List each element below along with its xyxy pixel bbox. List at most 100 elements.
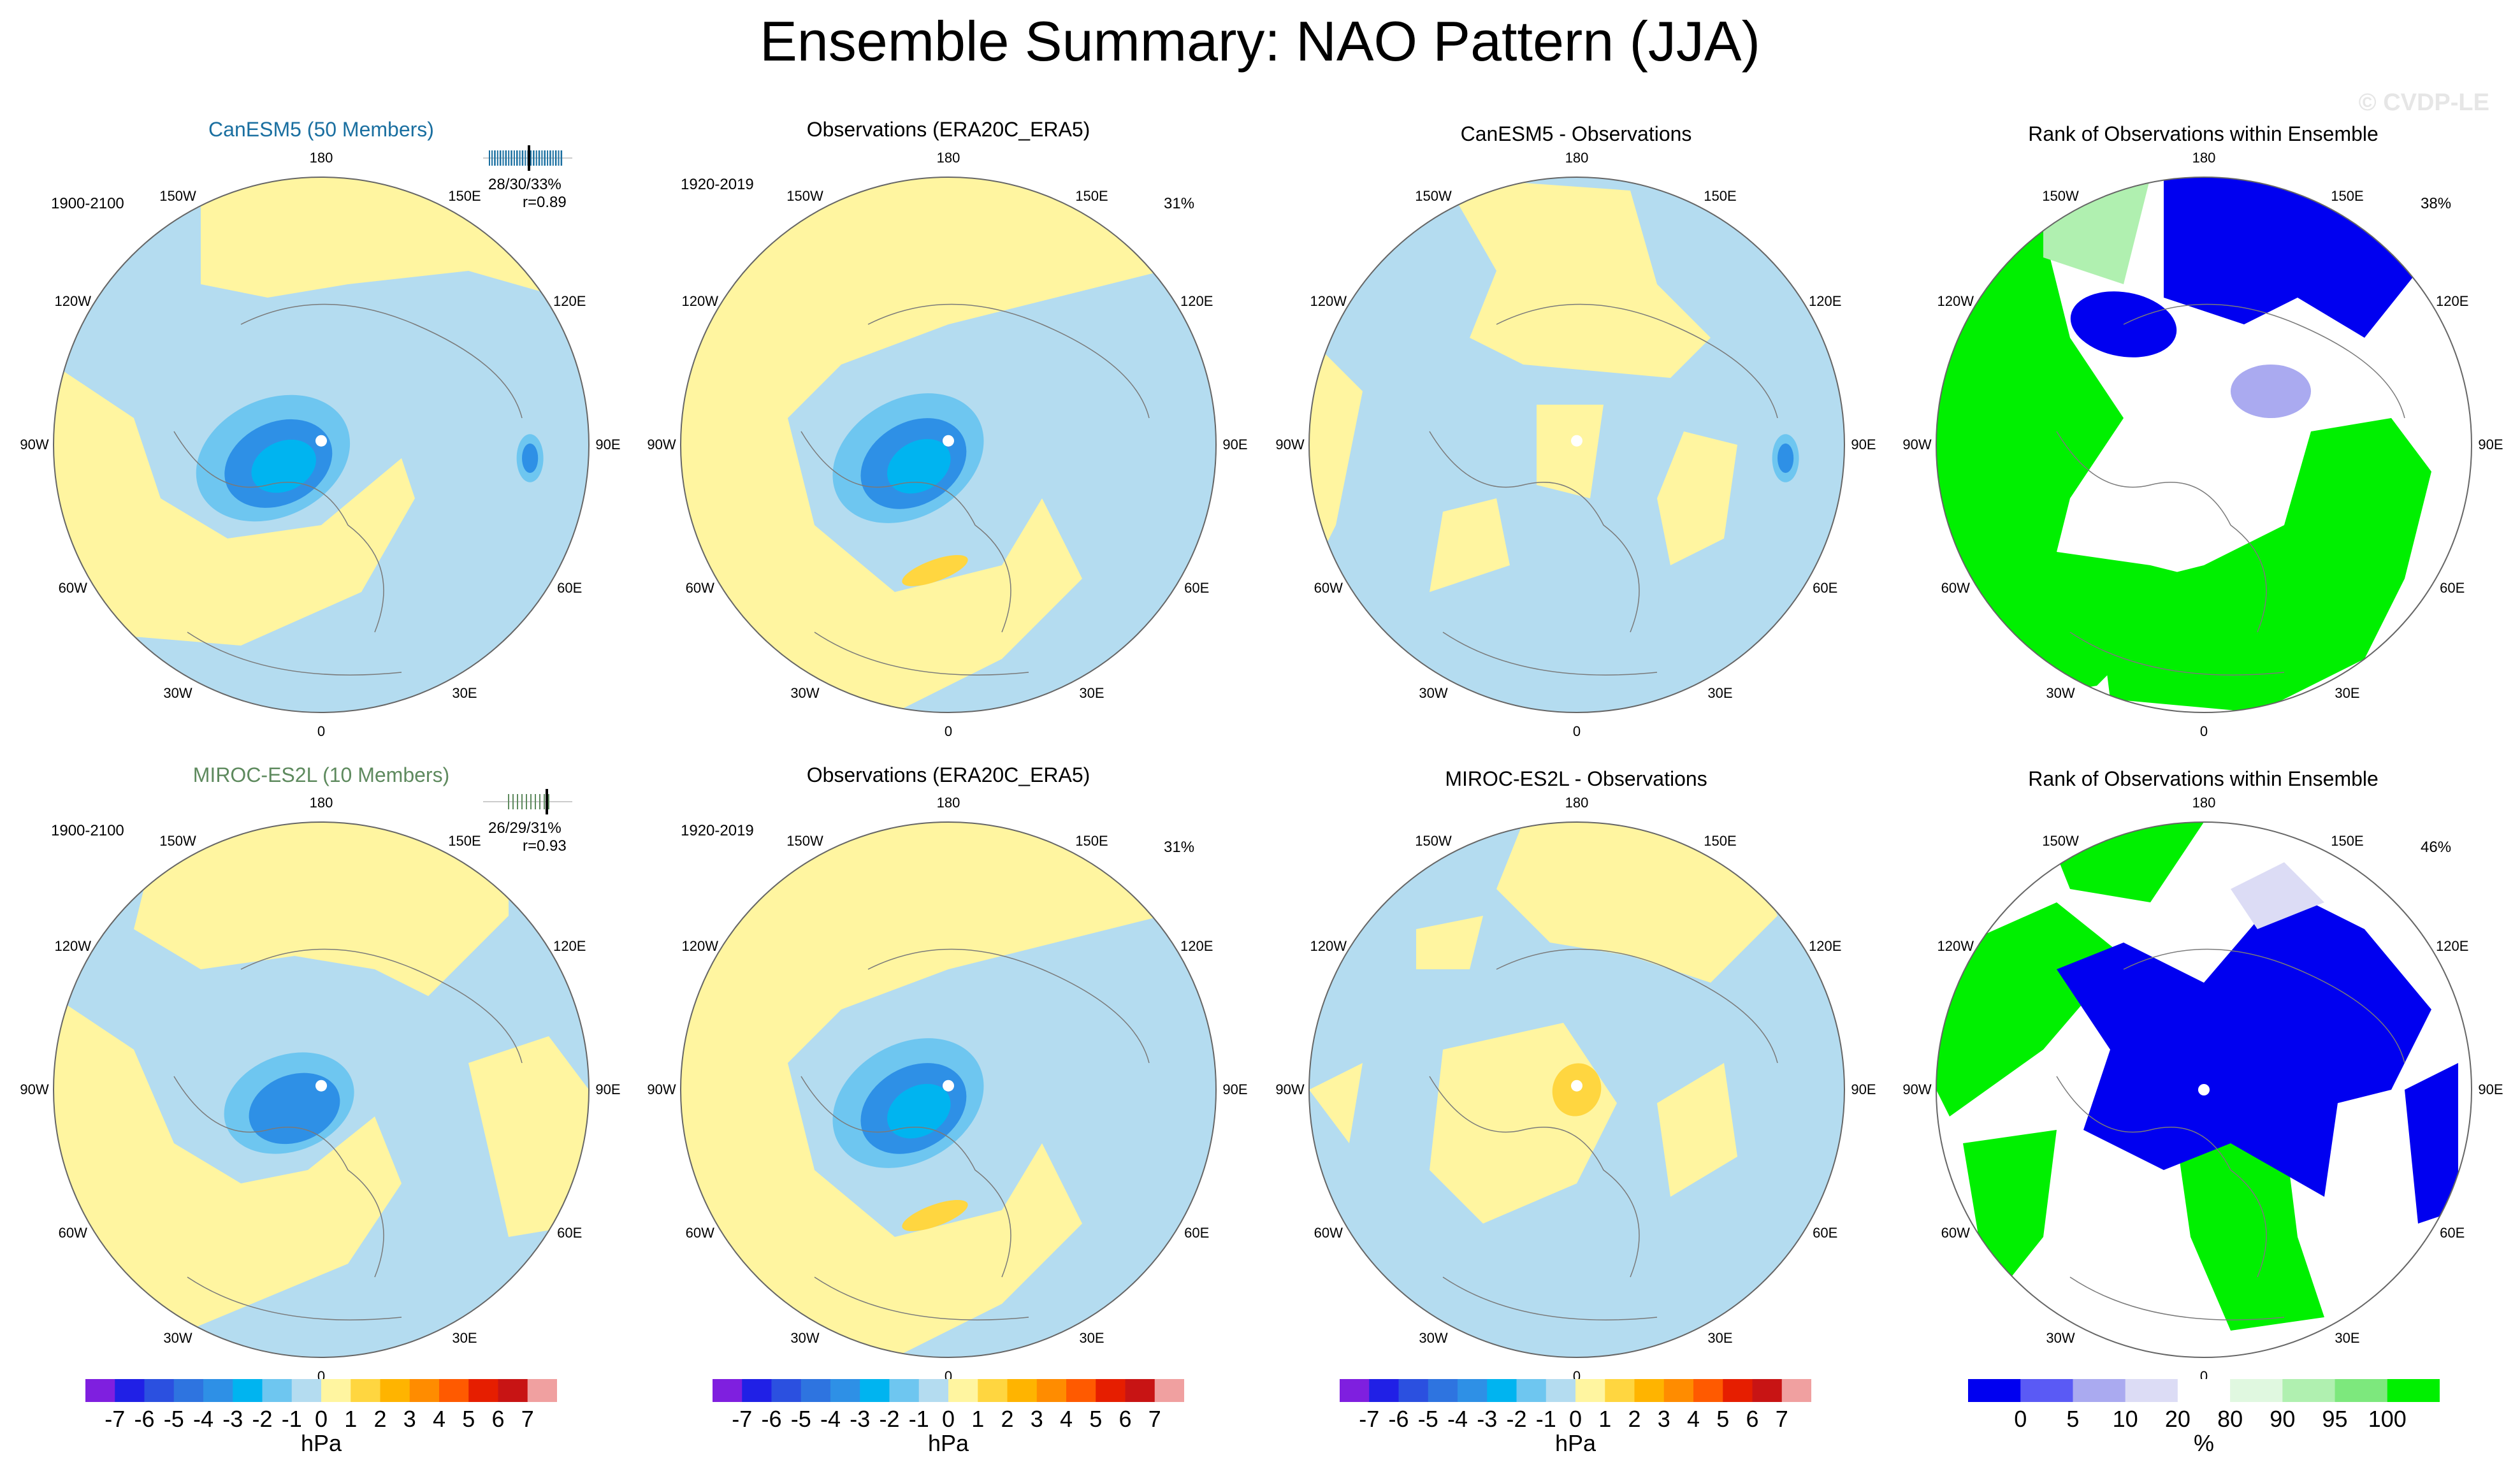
lon-label: 120E <box>553 293 586 309</box>
pole-marker <box>1571 1080 1582 1092</box>
colorbar-label: 6 <box>491 1406 505 1432</box>
colorbar-box <box>85 1379 115 1402</box>
colorbar-box <box>1398 1379 1429 1402</box>
pole-marker <box>2198 1084 2210 1095</box>
positive-anomaly-region <box>1657 431 1737 565</box>
colorbar-box <box>1693 1379 1723 1402</box>
positive-anomaly-region <box>54 996 402 1331</box>
obs-period-2: 1920-2019 <box>681 822 754 839</box>
pole-marker <box>1571 435 1582 447</box>
model-stats-1: 28/30/33% <box>488 176 561 193</box>
colorbar-box <box>439 1379 469 1402</box>
rank-blue-main <box>2057 889 2431 1197</box>
colorbar-box <box>1036 1379 1067 1402</box>
positive-anomaly-region <box>681 177 1216 712</box>
colorbar-box <box>1634 1379 1665 1402</box>
lon-label: 90E <box>2478 437 2503 452</box>
colorbar-label: -7 <box>105 1406 126 1432</box>
colorbar-rank <box>1968 1379 2440 1402</box>
colorbar-label: 4 <box>1059 1406 1073 1432</box>
russia-low-inner <box>522 443 539 473</box>
colorbar-box <box>1066 1379 1096 1402</box>
colorbar-label: 1 <box>1598 1406 1612 1432</box>
colorbar-box <box>978 1379 1008 1402</box>
colorbar-unit: hPa <box>1554 1430 1597 1456</box>
colorbar-label: 80 <box>2217 1406 2243 1432</box>
lon-label: 30W <box>790 1329 820 1346</box>
colorbar-box <box>498 1379 528 1402</box>
colorbar-hpa-3 <box>1340 1379 1811 1402</box>
colorbar-box <box>860 1379 890 1402</box>
colorbar-box <box>1546 1379 1576 1402</box>
lon-label: 120E <box>2436 938 2469 954</box>
colorbar-box <box>2073 1379 2126 1402</box>
lon-label: 120E <box>2436 293 2469 309</box>
lon-label: 30W <box>2046 684 2075 701</box>
colorbar-label: 3 <box>1030 1406 1043 1432</box>
lon-label: 30W <box>790 684 820 701</box>
obs-period-1: 1920-2019 <box>681 176 754 193</box>
lon-label: 120E <box>1180 293 1213 309</box>
model-title-1: CanESM5 (50 Members) <box>208 118 434 141</box>
obs-map-1 <box>680 177 1217 713</box>
obs-title-1: Observations (ERA20C_ERA5) <box>806 118 1090 141</box>
pole-marker <box>943 1080 954 1092</box>
lon-label: 60E <box>557 1225 583 1241</box>
map-outline <box>680 177 1217 713</box>
lon-label: 0 <box>317 723 326 739</box>
colorbar-box <box>409 1379 440 1402</box>
lon-label: 90W <box>20 1081 49 1097</box>
lon-label: 180 <box>1565 150 1589 166</box>
lon-label: 120W <box>1310 293 1347 309</box>
colorbar-box <box>262 1379 293 1402</box>
lon-label: 150E <box>448 188 481 205</box>
diff-map-2 <box>1308 821 1845 1358</box>
rank-verylightblue <box>2231 862 2324 929</box>
colorbar-label: -4 <box>192 1406 214 1432</box>
lon-label: 60W <box>685 580 714 596</box>
pole-marker <box>315 435 327 447</box>
colorbar-label: 4 <box>432 1406 446 1432</box>
colorbar-label: -1 <box>281 1406 302 1432</box>
colorbar-box <box>742 1379 772 1402</box>
diff-title-2: MIROC-ES2L - Observations <box>1445 767 1707 790</box>
positive-anomaly-region <box>681 822 1216 1357</box>
lon-label: 120W <box>681 293 719 309</box>
colorbar-unit: hPa <box>300 1430 342 1456</box>
colorbar-label: 1 <box>344 1406 358 1432</box>
pole-marker <box>2198 439 2210 451</box>
lon-label: 120W <box>54 293 92 309</box>
colorbar-label: 90 <box>2270 1406 2296 1432</box>
rank-pct-1: 38% <box>2421 195 2452 212</box>
lon-label: 60W <box>58 1225 87 1241</box>
lon-label: 180 <box>309 795 333 811</box>
rank-lightblue-spot <box>2231 365 2311 418</box>
colorbar-label: 7 <box>1148 1406 1161 1432</box>
colorbar-box <box>527 1379 557 1402</box>
colorbar-label: 2 <box>1628 1406 1641 1432</box>
lon-label: 30E <box>1079 1329 1104 1346</box>
colorbar-box <box>321 1379 351 1402</box>
lon-label: 90W <box>1902 437 1932 452</box>
colorbar-box <box>800 1379 831 1402</box>
lon-label: 180 <box>1565 795 1589 811</box>
colorbar-box <box>1487 1379 1517 1402</box>
lon-label: 30E <box>1079 684 1104 701</box>
positive-anomaly-region <box>468 1036 589 1237</box>
colorbar-box <box>1125 1379 1155 1402</box>
coastline <box>2056 948 2405 1320</box>
lon-label: 150E <box>2331 188 2364 205</box>
page-title: Ensemble Summary: NAO Pattern (JJA) <box>760 10 1760 73</box>
colorbar-unit: % <box>2193 1430 2215 1456</box>
lon-label: 60E <box>1184 1225 1210 1241</box>
lon-label: 30W <box>163 1329 192 1346</box>
colorbar-label: 2 <box>373 1406 387 1432</box>
colorbar-box <box>1154 1379 1184 1402</box>
colorbar-box <box>918 1379 949 1402</box>
colorbar-label: -5 <box>1417 1406 1438 1432</box>
model-member-strip-2 <box>483 789 572 814</box>
pole-marker <box>315 1080 327 1092</box>
lon-label: 180 <box>936 795 960 811</box>
rank-map-2 <box>1936 821 2472 1358</box>
lon-label: 60W <box>58 580 87 596</box>
